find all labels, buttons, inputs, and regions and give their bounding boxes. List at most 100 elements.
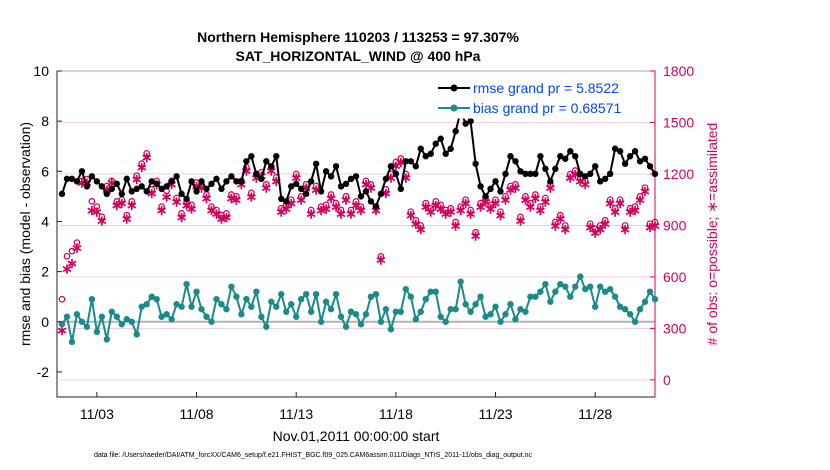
bias-point (283, 308, 290, 315)
obs-possible-marker (347, 206, 355, 214)
obs-possible-marker (68, 247, 76, 255)
bias-point (427, 288, 434, 295)
y-axis: -2 0 2 4 6 8 10 (33, 63, 62, 380)
obs-possible-marker (527, 199, 534, 207)
rmse-point (372, 203, 380, 210)
rmse-point (557, 153, 564, 160)
rmse-point (482, 193, 489, 200)
bias-point (233, 293, 240, 300)
rmse-point (302, 190, 310, 198)
obs-possible-marker (457, 203, 464, 210)
bias-point (631, 318, 639, 325)
obs-assimilated-marker: ∗ (530, 190, 542, 206)
obs-possible-marker (63, 252, 71, 260)
x-axis-label: Nov.01,2011 00:00:00 start (273, 428, 440, 444)
rmse-point (293, 180, 300, 188)
y2-tick-label: 0 (663, 372, 671, 388)
bias-point (143, 301, 150, 308)
y2-tick-label: 600 (663, 269, 687, 285)
obs-assimilated-marker: ∗ (201, 190, 213, 206)
obs-possible-marker (377, 252, 385, 260)
rmse-point (472, 160, 479, 167)
obs-assimilated-marker: ∗ (629, 202, 641, 218)
obs-possible-marker (88, 198, 96, 205)
obs-possible-marker (302, 180, 310, 188)
obs-possible-marker (502, 192, 509, 200)
obs-assimilated-marker: ∗ (91, 204, 103, 220)
obs-assimilated-marker: ∗ (146, 185, 158, 201)
obs-possible-marker (487, 201, 494, 209)
bias-point (452, 306, 459, 313)
rmse-point (58, 190, 66, 198)
rmse-point (322, 168, 330, 175)
obs-possible-marker (98, 213, 106, 221)
bias-point (646, 288, 654, 295)
bias-point (611, 293, 619, 300)
obs-possible-marker (467, 206, 474, 214)
obs-possible-marker (188, 201, 195, 209)
rmse-point (547, 178, 554, 185)
rmse-point (337, 183, 345, 190)
bias-point (577, 273, 584, 280)
rmse-point (402, 158, 410, 165)
rmse-point (288, 183, 295, 190)
rmse-point (163, 183, 170, 190)
obs-assimilated-marker: ∗ (465, 205, 477, 221)
bias-point (616, 303, 624, 310)
obs-possible-marker (93, 203, 101, 210)
rmse-point (78, 168, 86, 175)
rmse-point (248, 153, 255, 160)
bias-point (173, 301, 180, 308)
rmse-point (616, 148, 624, 155)
bias-point (417, 308, 424, 315)
bias-point (522, 308, 529, 315)
bias-point (312, 290, 320, 298)
rmse-point (462, 120, 469, 127)
x-axis: 11/03 11/08 11/13 11/18 11/23 11/28 (80, 392, 612, 422)
obs-possible-marker (561, 222, 569, 229)
bias-point (153, 296, 160, 303)
obs-possible-marker (551, 218, 559, 226)
bias-point (502, 311, 509, 318)
data-file-footnote: data file: /Users/raeder/DAI/ATM_forcXX/… (94, 452, 533, 459)
bias-point (482, 313, 489, 320)
y-axis-label: rmse and bias (model - observation) (17, 122, 33, 346)
y2-tick-label: 300 (663, 320, 687, 336)
obs-possible-marker (522, 192, 529, 200)
bias-point (626, 311, 634, 318)
obs-assimilated-marker: ∗ (450, 217, 462, 233)
rmse-point (606, 170, 614, 178)
bias-point (641, 298, 649, 305)
y2-tick-label: 1200 (663, 166, 694, 182)
rmse-point (103, 190, 111, 198)
bias-point (203, 313, 210, 320)
legend-rmse-label: rmse grand pr = 5.8522 (473, 80, 619, 96)
obs-possible-marker (641, 184, 649, 192)
bias-point (297, 296, 305, 303)
obs-possible-marker (123, 211, 131, 219)
obs-possible-marker (213, 206, 220, 214)
obs-assimilated-marker: ∗ (56, 322, 68, 338)
obs-assimilated-marker: ∗ (141, 149, 153, 165)
obs-assimilated-marker: ∗ (290, 169, 302, 185)
bias-point (133, 331, 140, 338)
obs-possible-marker (542, 194, 549, 202)
rmse-point (307, 178, 315, 185)
rmse-point (577, 170, 584, 178)
obs-assimilated-marker: ∗ (455, 202, 467, 218)
obs-assimilated-marker: ∗ (325, 190, 337, 206)
obs-assimilated-marker: ∗ (569, 166, 581, 182)
rmse-point (552, 165, 559, 172)
rmse-point (273, 153, 280, 160)
bias-point (352, 311, 360, 318)
rmse-point (327, 173, 335, 180)
bias-point (213, 296, 220, 303)
bias-point (238, 311, 245, 318)
obs-assimilated-marker: ∗ (335, 205, 347, 221)
chart-title: Northern Hemisphere 110203 / 113253 = 97… (197, 29, 519, 45)
bias-point (108, 308, 116, 315)
bias-point (557, 280, 564, 288)
obs-assimilated-marker: ∗ (196, 180, 208, 196)
bias-point (293, 313, 300, 320)
